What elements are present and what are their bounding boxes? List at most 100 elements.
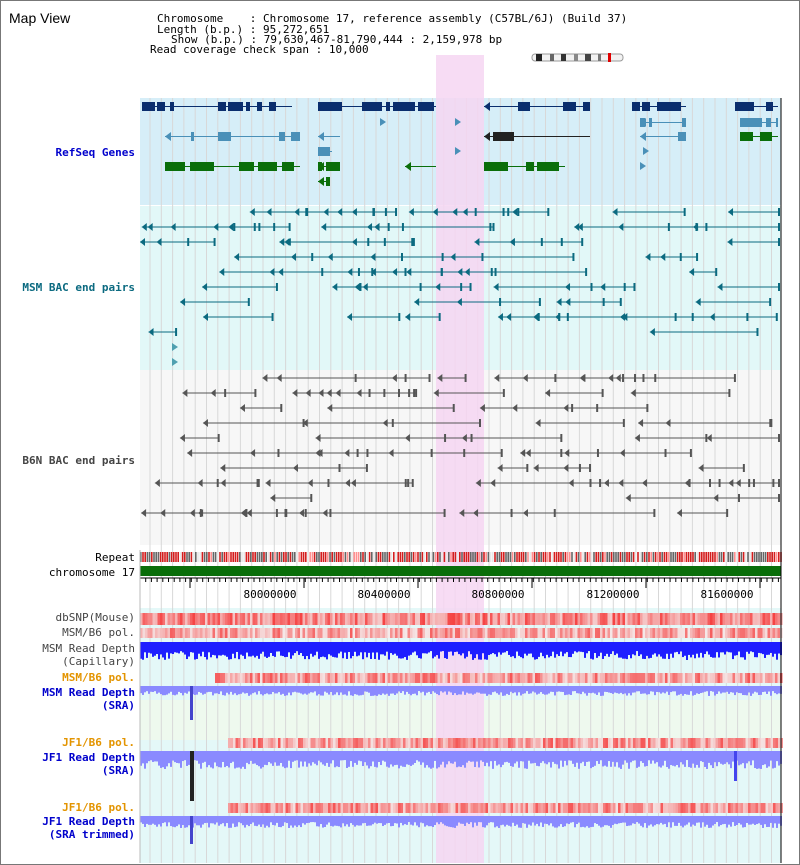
repeat-mark xyxy=(751,552,754,562)
dbsnp-cell xyxy=(167,613,170,625)
jf1-trim-depth-bar xyxy=(564,816,566,827)
repeat-mark xyxy=(278,552,281,562)
jf1-pol2-cell xyxy=(573,803,576,813)
msm-sra-depth-bar xyxy=(412,686,414,694)
jf1-trim-depth-bar xyxy=(468,816,470,825)
repeat-mark xyxy=(571,552,573,562)
jf1-pol2-cell xyxy=(648,803,651,813)
track-label-jf1-b6-pol-2[interactable]: JF1/B6 pol. xyxy=(62,801,135,814)
jf1-pol2-cell xyxy=(448,803,451,813)
msm-pol2-cell xyxy=(670,673,673,683)
track-label-refseq[interactable]: RefSeq Genes xyxy=(55,146,135,159)
msm-pol-cell xyxy=(692,628,695,638)
repeat-mark xyxy=(437,552,439,562)
jf1-pol2-cell xyxy=(280,803,283,813)
dbsnp-cell xyxy=(435,613,438,625)
jf1-trim-depth-bar xyxy=(538,816,540,827)
jf1-pol2-cell xyxy=(443,803,446,813)
track-label-jf1-depth-sra-1[interactable]: JF1 Read Depth xyxy=(42,751,135,764)
dbsnp-cell xyxy=(407,613,410,625)
msm-cap-depth-bar xyxy=(482,642,484,654)
gene-arrow xyxy=(318,177,324,186)
msm-pol-cell xyxy=(697,628,700,638)
msm-pol2-cell xyxy=(735,673,738,683)
jf1-pol-cell xyxy=(595,738,598,748)
msm-pol-cell xyxy=(507,628,510,638)
jf1-pol2-cell xyxy=(300,803,303,813)
jf1-trim-depth-bar xyxy=(434,816,436,826)
msm-pol-cell xyxy=(240,628,243,638)
jf1-pol2-cell xyxy=(485,803,488,813)
jf1-sra-depth-bar xyxy=(362,751,364,767)
msm-cap-depth-bar xyxy=(606,642,608,654)
msm-pol-cell xyxy=(752,628,755,638)
b6n-bac-pair-end xyxy=(382,419,388,427)
chromosome-ideogram[interactable] xyxy=(530,53,625,62)
jf1-sra-depth-bar xyxy=(268,751,270,763)
jf1-pol-cell xyxy=(715,738,718,748)
msm-sra-depth-bar xyxy=(150,686,152,692)
repeat-mark xyxy=(531,552,534,562)
dbsnp-cell xyxy=(465,613,468,625)
msm-bac-pair-end xyxy=(612,208,618,216)
jf1-sra-depth-bar xyxy=(552,751,554,762)
track-label-chromosome[interactable]: chromosome 17 xyxy=(48,566,135,579)
dbsnp-cell xyxy=(400,613,403,625)
gene-exon xyxy=(326,162,340,171)
dbsnp-cell xyxy=(357,613,360,625)
msm-sra-depth-bar xyxy=(350,686,352,696)
jf1-sra-depth-bar xyxy=(222,751,224,762)
repeat-mark xyxy=(164,552,166,562)
gene-exon xyxy=(678,132,686,141)
msm-pol-cell xyxy=(250,628,253,638)
jf1-sra-depth-bar xyxy=(366,751,368,766)
msm-pol-cell xyxy=(227,628,230,638)
msm-sra-depth-bar xyxy=(560,686,562,692)
track-label-repeat[interactable]: Repeat xyxy=(95,551,135,564)
msm-pol2-cell xyxy=(225,673,228,683)
msm-sra-depth-bar xyxy=(282,686,284,694)
jf1-trim-depth-bar xyxy=(408,816,410,823)
track-label-msm-depth-sra-1[interactable]: MSM Read Depth xyxy=(42,686,135,699)
jf1-trim-depth-bar xyxy=(396,816,398,824)
msm-pol2-cell xyxy=(667,673,670,683)
jf1-pol2-cell xyxy=(233,803,236,813)
track-label-msm-depth-cap-1[interactable]: MSM Read Depth xyxy=(42,642,135,655)
jf1-pol-cell xyxy=(775,738,778,748)
jf1-sra-depth-bar xyxy=(716,751,718,767)
jf1-trim-depth-bar xyxy=(418,816,420,828)
msm-cap-depth-bar xyxy=(514,642,516,659)
dbsnp-cell xyxy=(367,613,370,625)
msm-sra-depth-bar xyxy=(612,686,614,694)
jf1-sra-depth-bar xyxy=(644,751,646,767)
msm-pol2-cell xyxy=(655,673,658,683)
track-label-msm-b6-pol-2[interactable]: MSM/B6 pol. xyxy=(62,671,135,684)
track-label-dbsnp[interactable]: dbSNP(Mouse) xyxy=(55,611,135,624)
track-label-b6n-bac[interactable]: B6N BAC end pairs xyxy=(22,454,135,467)
msm-sra-depth-bar xyxy=(396,686,398,694)
jf1-pol2-cell xyxy=(338,803,341,813)
dbsnp-cell xyxy=(217,613,220,625)
msm-pol2-cell xyxy=(742,673,745,683)
gene-exon xyxy=(218,132,231,141)
msm-pol2-cell xyxy=(385,673,388,683)
msm-pol-cell xyxy=(197,628,200,638)
coverage-label: Read coverage check span xyxy=(150,43,309,56)
jf1-pol2-cell xyxy=(725,803,728,813)
msm-pol2-cell xyxy=(570,673,573,683)
jf1-pol2-cell xyxy=(275,803,278,813)
track-label-jf1-b6-pol-1[interactable]: JF1/B6 pol. xyxy=(62,736,135,749)
msm-sra-depth-bar xyxy=(464,686,466,695)
msm-cap-depth-bar xyxy=(200,642,202,657)
jf1-pol2-cell xyxy=(383,803,386,813)
msm-pol2-cell xyxy=(457,673,460,683)
jf1-trim-depth-bar xyxy=(354,816,356,827)
jf1-trim-depth-bar xyxy=(274,816,276,826)
track-label-msm-bac[interactable]: MSM BAC end pairs xyxy=(22,281,135,294)
track-label-jf1-depth-trim-1[interactable]: JF1 Read Depth xyxy=(42,815,135,828)
msm-sra-depth-bar xyxy=(626,686,628,696)
track-label-msm-b6-pol-1[interactable]: MSM/B6 pol. xyxy=(62,626,135,639)
jf1-sra-depth-bar xyxy=(590,751,592,769)
jf1-trim-depth-bar xyxy=(584,816,586,828)
